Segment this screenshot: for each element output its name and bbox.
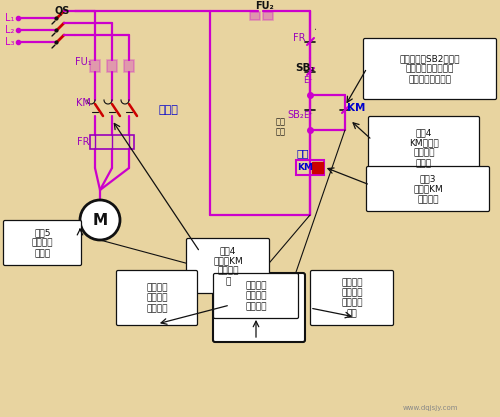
Text: KM: KM: [347, 103, 366, 113]
Bar: [256, 313, 262, 321]
FancyBboxPatch shape: [213, 273, 305, 342]
FancyBboxPatch shape: [364, 38, 496, 100]
FancyBboxPatch shape: [310, 271, 394, 326]
Text: E⁻: E⁻: [303, 75, 312, 85]
Text: FR: FR: [293, 33, 306, 43]
Text: 启动
按钮: 启动 按钮: [276, 117, 286, 137]
FancyBboxPatch shape: [214, 274, 298, 319]
FancyBboxPatch shape: [4, 221, 82, 266]
Text: 接触器的
主触头接
在主电路: 接触器的 主触头接 在主电路: [146, 283, 168, 313]
Text: L₁: L₁: [6, 13, 15, 23]
FancyBboxPatch shape: [116, 271, 198, 326]
Text: 步骤4
KM常开辅
助触头闭
合自锁: 步骤4 KM常开辅 助触头闭 合自锁: [409, 128, 439, 168]
Text: KM: KM: [248, 291, 270, 304]
Bar: [242, 313, 248, 321]
Circle shape: [80, 200, 120, 240]
Bar: [230, 313, 236, 321]
Text: FR: FR: [77, 137, 89, 147]
Text: M: M: [92, 213, 108, 228]
Text: FU₂: FU₂: [256, 1, 274, 11]
FancyBboxPatch shape: [263, 12, 273, 20]
Text: E⁺: E⁺: [303, 111, 313, 120]
Text: 线圈: 线圈: [297, 148, 309, 158]
FancyBboxPatch shape: [366, 166, 490, 211]
Text: www.dqjsjy.com: www.dqjsjy.com: [402, 405, 458, 411]
Bar: [296, 160, 324, 175]
Text: 步骤4
接触器KM
主触头闭
合: 步骤4 接触器KM 主触头闭 合: [213, 246, 243, 286]
FancyBboxPatch shape: [90, 60, 100, 72]
Text: FU₁: FU₁: [74, 57, 92, 67]
Text: L₂: L₂: [6, 25, 15, 35]
FancyBboxPatch shape: [368, 116, 480, 179]
Text: KM: KM: [297, 163, 313, 172]
FancyBboxPatch shape: [107, 60, 117, 72]
Text: 接触器的
线圈接在
控制电路: 接触器的 线圈接在 控制电路: [245, 281, 267, 311]
Bar: [312, 162, 323, 173]
FancyBboxPatch shape: [186, 239, 270, 294]
Text: 步骤5
电动机启
动正转: 步骤5 电动机启 动正转: [32, 228, 53, 258]
Text: QS: QS: [54, 5, 70, 15]
Text: KM: KM: [76, 98, 90, 108]
Text: SB₂: SB₂: [287, 110, 304, 120]
Text: 接触器的
辅助触头
接在控制
电路: 接触器的 辅助触头 接在控制 电路: [341, 278, 363, 318]
Text: SB₁: SB₁: [295, 63, 315, 73]
FancyBboxPatch shape: [250, 12, 260, 20]
Text: 与启动按鈕SB2并联起
自锁作用的常开辅助
触头称为自锁触头: 与启动按鈕SB2并联起 自锁作用的常开辅助 触头称为自锁触头: [400, 54, 460, 84]
Text: 步骤3
接触器KM
线圈得电: 步骤3 接触器KM 线圈得电: [413, 174, 443, 204]
Text: L₃: L₃: [5, 37, 15, 47]
Text: 主触头: 主触头: [158, 105, 178, 115]
FancyBboxPatch shape: [124, 60, 134, 72]
